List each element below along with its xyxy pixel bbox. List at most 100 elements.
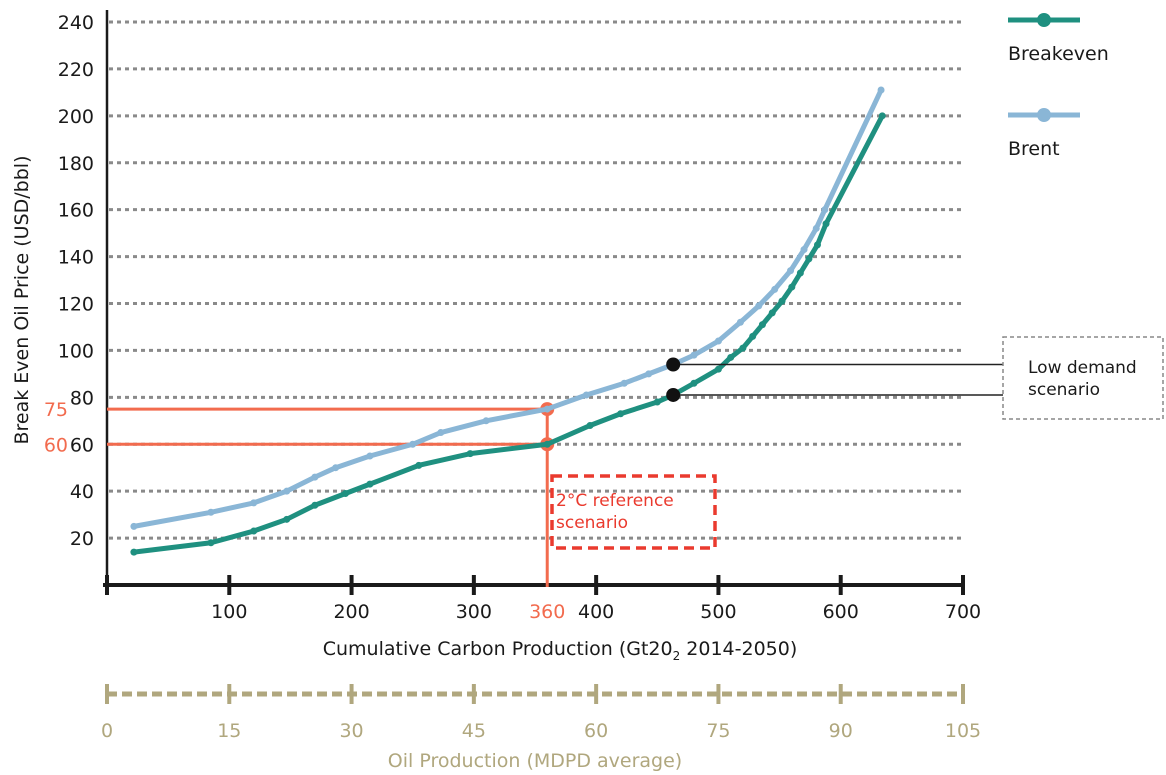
y-tick-label-240: 240 <box>58 12 94 34</box>
data-point-breakeven-21 <box>778 297 786 305</box>
data-point-breakeven-10 <box>586 421 594 429</box>
x-tick-label-200: 200 <box>333 601 369 623</box>
data-point-breakeven-0 <box>130 548 138 556</box>
grid-lines <box>109 20 963 540</box>
data-point-breakeven-20 <box>768 309 776 317</box>
data-point-brent-19 <box>771 285 779 293</box>
data-point-breakeven-8 <box>466 450 474 458</box>
y-tick-label-140: 140 <box>58 247 94 269</box>
data-point-breakeven-22 <box>788 283 796 291</box>
data-point-breakeven-18 <box>749 332 757 340</box>
low-demand-text-0: Low demand <box>1028 358 1137 378</box>
horizontal-marker-label-60: 60 <box>44 434 68 456</box>
low-demand-point-1 <box>666 387 681 402</box>
y-axis-label: Break Even Oil Price (USD/bbl) <box>11 156 33 445</box>
data-point-breakeven-2 <box>250 527 258 535</box>
data-point-brent-8 <box>437 429 445 437</box>
data-point-brent-15 <box>690 351 698 359</box>
data-point-breakeven-17 <box>739 344 747 352</box>
secondary-axis: 0 15 30 45 60 75 90 105 <box>101 684 981 742</box>
data-point-brent-22 <box>812 224 820 232</box>
y-tick-label-120: 120 <box>58 294 94 316</box>
series-lines <box>130 86 886 556</box>
low-demand-text-1: scenario <box>1028 380 1100 400</box>
x-tick-label-500: 500 <box>700 601 736 623</box>
data-point-breakeven-12 <box>653 398 661 406</box>
data-point-brent-1 <box>207 508 215 516</box>
y-tick-label-20: 20 <box>70 528 94 550</box>
data-point-brent-7 <box>409 440 417 448</box>
data-point-brent-2 <box>250 499 258 507</box>
reference-scenario-text-1: scenario <box>556 513 628 533</box>
data-point-brent-16 <box>714 337 722 345</box>
data-point-brent-21 <box>800 246 808 254</box>
data-point-brent-4 <box>311 473 319 481</box>
y-tick-label-100: 100 <box>58 340 94 362</box>
data-point-breakeven-6 <box>366 480 374 488</box>
low-demand-box <box>1002 336 1164 420</box>
data-point-breakeven-11 <box>617 410 625 418</box>
secondary-tick-label-0: 0 <box>101 720 113 742</box>
vertical-marker-label: 360 <box>529 601 565 623</box>
y-tick-label-220: 220 <box>58 59 94 81</box>
data-point-brent-13 <box>645 370 653 378</box>
x-axis-label-main: Cumulative Carbon Production (Gt20 <box>323 638 673 660</box>
secondary-tick-label-4: 60 <box>584 720 608 742</box>
data-point-breakeven-15 <box>714 365 722 373</box>
data-point-brent-23 <box>821 206 829 214</box>
secondary-tick-label-7: 105 <box>945 720 981 742</box>
data-point-breakeven-25 <box>813 241 821 249</box>
data-point-brent-17 <box>736 318 744 326</box>
data-point-brent-12 <box>620 379 628 387</box>
x-axis-label-subscript: 2 <box>673 649 681 663</box>
low-demand-point-0 <box>666 357 681 372</box>
legend-swatch-dot-1 <box>1037 108 1051 122</box>
data-point-brent-3 <box>283 487 291 495</box>
x-tick-label-300: 300 <box>456 601 492 623</box>
data-point-brent-9 <box>482 417 490 425</box>
legend: Breakeven Brent <box>1008 13 1109 160</box>
data-point-brent-24 <box>877 86 885 94</box>
data-point-breakeven-27 <box>878 112 886 120</box>
secondary-tick-label-3: 45 <box>462 720 486 742</box>
x-tick-label-100: 100 <box>211 601 247 623</box>
x-tick-label-600: 600 <box>823 601 859 623</box>
data-point-breakeven-3 <box>283 515 291 523</box>
data-point-breakeven-16 <box>727 353 735 361</box>
data-point-breakeven-23 <box>796 269 804 277</box>
x-axis-label-tail: 2014-2050) <box>680 638 797 660</box>
reference-scenario-text-0: 2°C reference <box>556 491 674 511</box>
data-point-brent-0 <box>130 522 138 530</box>
axes: 20 40 60 80 100 120 140 160 180 200 220 240 100 200 30… <box>58 10 981 623</box>
y-tick-label-160: 160 <box>58 200 94 222</box>
secondary-tick-label-2: 30 <box>339 720 363 742</box>
x-axis-label: Cumulative Carbon Production (Gt202 2014… <box>323 638 798 663</box>
data-point-brent-11 <box>582 391 590 399</box>
data-point-breakeven-5 <box>341 490 349 498</box>
secondary-tick-label-6: 90 <box>829 720 853 742</box>
y-tick-label-40: 40 <box>70 481 94 503</box>
x-tick-label-700: 700 <box>945 601 981 623</box>
data-point-breakeven-7 <box>415 461 423 469</box>
horizontal-marker-label-75: 75 <box>44 399 68 421</box>
data-point-breakeven-14 <box>690 379 698 387</box>
data-point-breakeven-4 <box>311 501 319 509</box>
secondary-tick-label-1: 15 <box>217 720 241 742</box>
data-point-brent-6 <box>366 452 374 460</box>
y-tick-label-80: 80 <box>70 387 94 409</box>
y-tick-label-180: 180 <box>58 153 94 175</box>
data-point-breakeven-1 <box>207 539 215 547</box>
legend-swatch-dot-0 <box>1037 13 1051 27</box>
y-tick-label-200: 200 <box>58 106 94 128</box>
x-tick-label-400: 400 <box>578 601 614 623</box>
secondary-axis-label: Oil Production (MDPD average) <box>388 750 682 772</box>
legend-label-0: Breakeven <box>1008 43 1109 65</box>
series-line-breakeven <box>131 113 885 555</box>
legend-label-1: Brent <box>1008 138 1060 160</box>
data-point-brent-10 <box>543 405 551 413</box>
data-point-breakeven-19 <box>758 321 766 329</box>
secondary-tick-label-5: 75 <box>706 720 730 742</box>
data-point-brent-20 <box>787 267 795 275</box>
